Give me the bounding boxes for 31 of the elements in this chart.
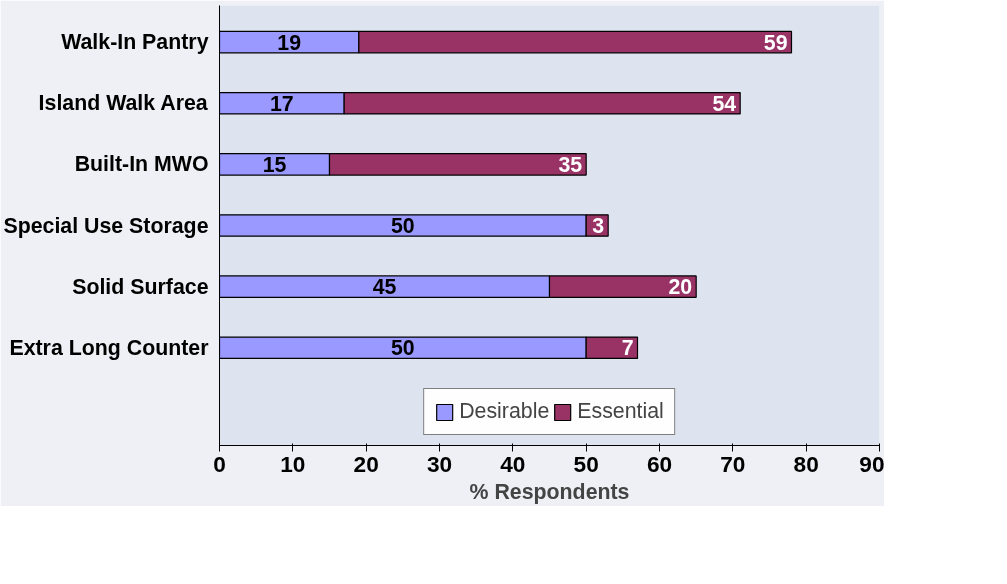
data-label: 17	[269, 91, 294, 116]
data-label: 19	[277, 30, 302, 55]
x-tick-label: 80	[793, 450, 819, 477]
x-tick-label: 90	[859, 450, 885, 477]
data-label: 15	[262, 152, 287, 177]
data-label: 20	[668, 275, 693, 300]
x-tick-label: 50	[573, 450, 599, 477]
y-tick-label: Solid Surface	[72, 274, 209, 299]
data-label: 59	[763, 30, 788, 55]
y-tick-label: Walk-In Pantry	[61, 30, 209, 55]
y-tick-label: Special Use Storage	[3, 213, 209, 238]
x-axis-title: % Respondents	[469, 479, 630, 504]
x-tick-label: 30	[426, 450, 453, 477]
data-label: 45	[372, 275, 397, 300]
y-tick-label: Island Walk Area	[38, 91, 208, 116]
data-label: 50	[390, 336, 415, 361]
x-tick-label: 20	[353, 450, 379, 477]
legend-label: Desirable	[459, 399, 550, 424]
data-label: 54	[712, 91, 737, 116]
x-tick-label: 40	[500, 450, 526, 477]
y-tick-label: Extra Long Counter	[9, 335, 209, 360]
y-tick-label: Built-In MWO	[74, 152, 209, 177]
data-label: 50	[390, 214, 415, 238]
x-tick-label: 10	[280, 450, 306, 477]
legend-label: Essential	[577, 399, 664, 424]
data-label: 35	[558, 152, 583, 177]
x-tick-label: 60	[646, 450, 673, 477]
x-tick-label: 70	[720, 450, 746, 477]
data-label: 3	[592, 214, 605, 238]
data-label: 7	[621, 336, 634, 361]
x-tick-label: 0	[213, 450, 226, 477]
